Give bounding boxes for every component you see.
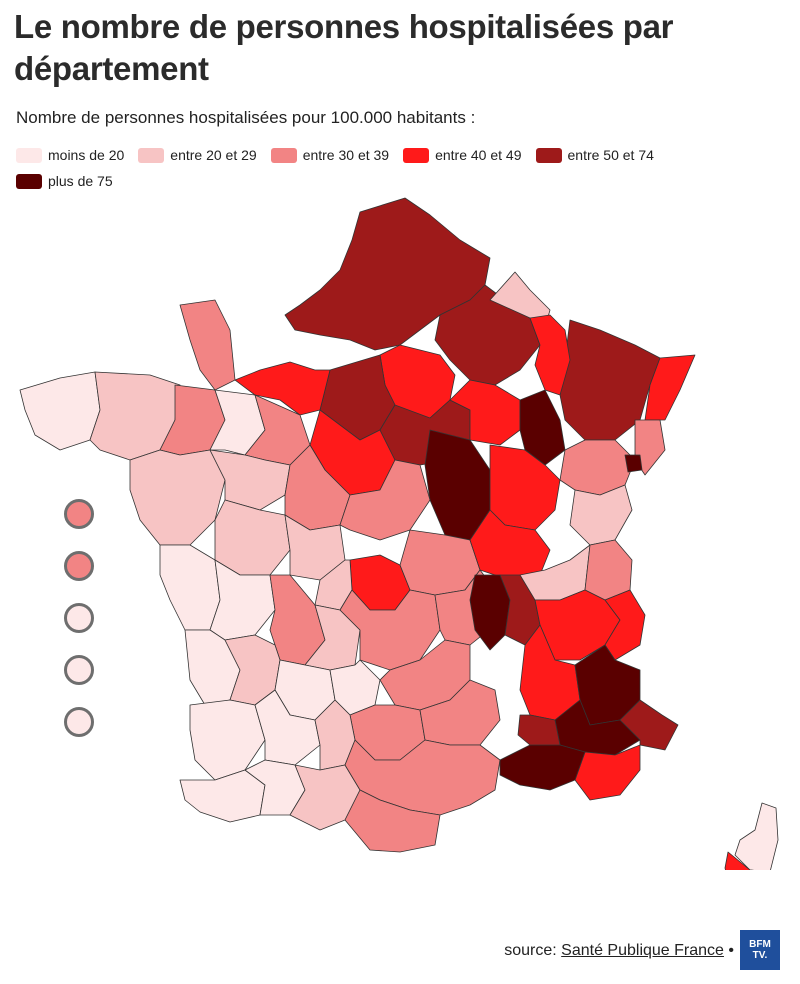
logo-line-2: TV. (752, 950, 768, 961)
region-haute-saone[interactable] (634, 419, 666, 476)
overseas-marker-3[interactable] (64, 655, 94, 685)
source-bullet: • (723, 942, 734, 959)
legend-swatch-3 (403, 147, 430, 163)
region-bretagne-west[interactable] (19, 371, 101, 451)
region-territoire-belfort[interactable] (624, 454, 643, 473)
region-puy-de-dome[interactable] (339, 589, 441, 671)
overseas-marker-1[interactable] (64, 551, 94, 581)
legend-item-1: entre 20 et 29 (138, 145, 257, 165)
overseas-marker-2[interactable] (64, 603, 94, 633)
region-alpes-maritimes[interactable] (619, 699, 679, 751)
source-footer: source: Santé Publique France • (504, 942, 734, 960)
region-nievre-cote-dor[interactable] (424, 429, 491, 541)
region-haute-corse[interactable] (734, 802, 779, 870)
legend-item-5: plus de 75 (16, 171, 113, 191)
legend-swatch-0 (16, 147, 42, 163)
region-ain[interactable] (569, 484, 633, 546)
region-corse-du-sud[interactable] (724, 851, 770, 870)
region-savoie[interactable] (584, 539, 633, 601)
region-cher[interactable] (339, 459, 431, 541)
region-alsace[interactable] (644, 354, 696, 421)
map-title: Le nombre de personnes hospitalisées par… (14, 8, 674, 87)
legend-label-0: moins de 20 (48, 147, 125, 163)
region-orne-calvados[interactable] (234, 361, 331, 416)
legend-label-5: plus de 75 (48, 173, 113, 189)
region-charente-maritime[interactable] (159, 544, 221, 631)
legend: moins de 20 entre 20 et 29 entre 30 et 3… (16, 145, 736, 191)
region-rhone[interactable] (469, 509, 551, 581)
region-haute-garonne[interactable] (289, 764, 361, 831)
bfmtv-logo: BFM TV. (740, 930, 780, 970)
legend-item-4: entre 50 et 74 (535, 145, 654, 165)
region-manche[interactable] (179, 299, 236, 391)
region-nord[interactable] (284, 197, 491, 351)
region-pyrenees-atlantiques[interactable] (179, 769, 266, 823)
legend-item-2: entre 30 et 39 (270, 145, 390, 165)
region-haute-marne[interactable] (519, 389, 566, 466)
logo-line-1: BFM (749, 939, 771, 950)
legend-swatch-4 (535, 147, 562, 163)
region-pyrenees-orientales[interactable] (344, 789, 441, 853)
legend-item-0: moins de 20 (16, 145, 124, 165)
map-subtitle: Nombre de personnes hospitalisées pour 1… (16, 108, 476, 127)
legend-swatch-5 (16, 173, 42, 189)
source-prefix: source: (504, 942, 562, 959)
legend-label-4: entre 50 et 74 (567, 147, 654, 163)
region-var[interactable] (574, 744, 641, 801)
legend-swatch-1 (138, 147, 165, 163)
france-choropleth-map (0, 190, 800, 870)
overseas-markers (64, 499, 100, 759)
legend-label-2: entre 30 et 39 (302, 147, 390, 163)
source-link[interactable]: Santé Publique France (561, 942, 724, 959)
region-hautes-alpes[interactable] (604, 589, 646, 661)
region-vendee-deux-sevres[interactable] (129, 449, 226, 546)
region-saone-loire[interactable] (399, 529, 481, 596)
region-marne[interactable] (529, 314, 571, 396)
overseas-marker-0[interactable] (64, 499, 94, 529)
legend-label-3: entre 40 et 49 (435, 147, 522, 163)
legend-label-1: entre 20 et 29 (170, 147, 257, 163)
legend-item-3: entre 40 et 49 (403, 145, 522, 165)
overseas-marker-4[interactable] (64, 707, 94, 737)
region-doubs-jura[interactable] (489, 444, 561, 531)
legend-swatch-2 (270, 147, 297, 163)
region-vienne[interactable] (214, 499, 291, 576)
region-gard-dark[interactable] (517, 714, 561, 746)
